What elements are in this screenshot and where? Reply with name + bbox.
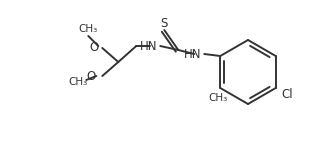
Text: S: S [161,16,168,30]
Text: CH₃: CH₃ [209,93,228,103]
Text: Cl: Cl [281,87,293,101]
Text: O: O [89,41,98,53]
Text: HN: HN [184,47,201,61]
Text: CH₃: CH₃ [69,77,88,87]
Text: CH₃: CH₃ [79,24,98,34]
Text: O: O [86,69,95,83]
Text: HN: HN [140,39,157,53]
